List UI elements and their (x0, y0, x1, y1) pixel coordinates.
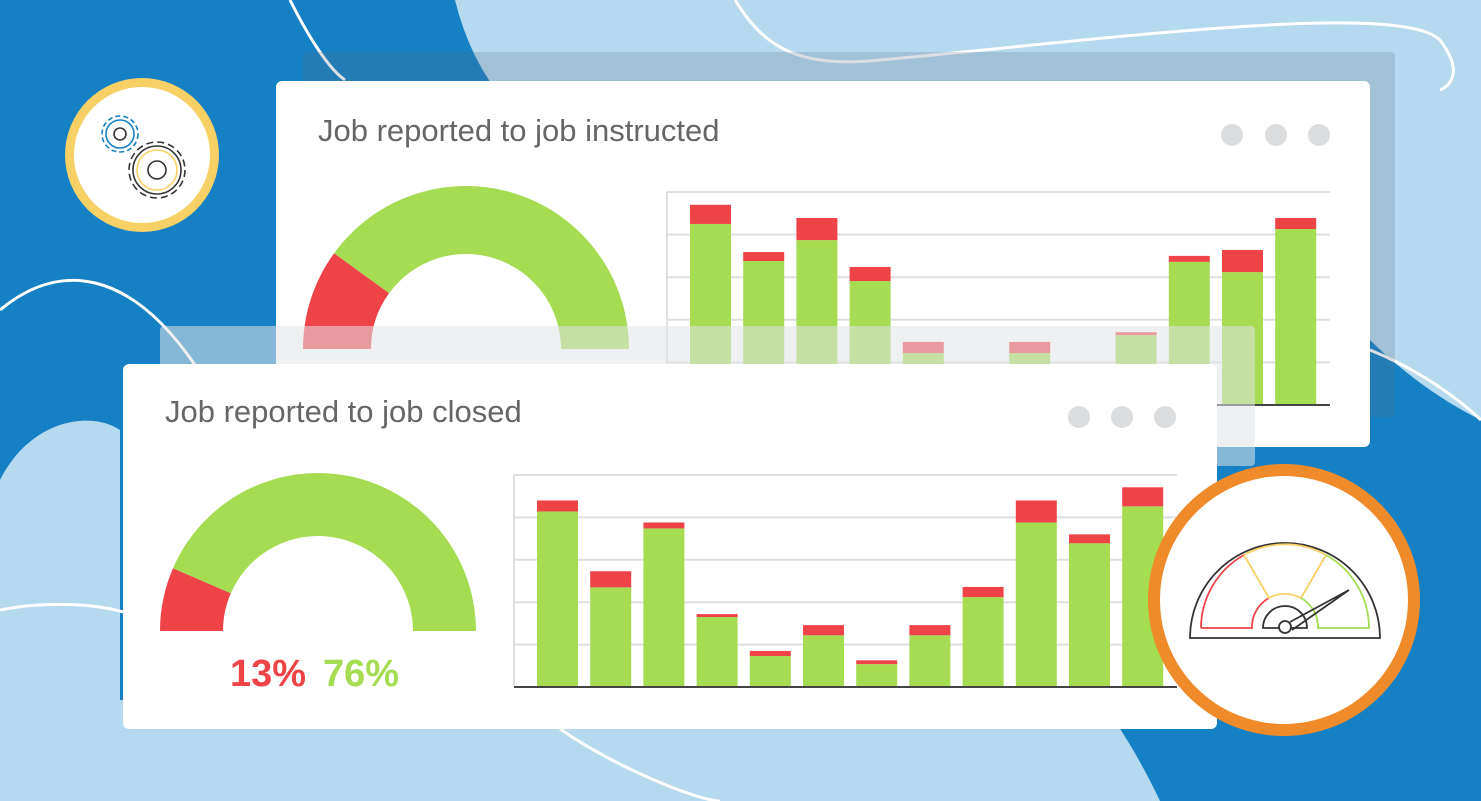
bg-line-1 (288, 0, 346, 82)
bar-late (1069, 534, 1110, 544)
card-job-closed: Job reported to job closed 13% 76% (123, 364, 1217, 729)
good-percent-label: 76% (323, 653, 399, 695)
gauge (160, 472, 477, 631)
bg-line-3 (733, 0, 1455, 92)
gauge (303, 186, 629, 349)
bar-late (1222, 249, 1263, 273)
three-dots-icon[interactable] (1068, 406, 1176, 428)
bg-line-6 (559, 727, 721, 801)
bar-late (696, 614, 738, 618)
bar-on-target (962, 597, 1004, 687)
bar-late (537, 500, 578, 512)
bar-late (690, 204, 731, 224)
bar-late (803, 625, 844, 636)
bar-on-target (749, 656, 791, 687)
bar-late (909, 625, 951, 636)
bar-on-target (1275, 229, 1317, 405)
bar-late (1275, 217, 1317, 230)
bad-percent-label: 13% (230, 653, 306, 695)
bg-blob-right (1370, 150, 1481, 420)
speedometer-icon (1148, 464, 1420, 736)
bar-on-target (803, 635, 844, 687)
gauge-good-segment (334, 186, 629, 349)
three-dots-icon[interactable] (1221, 124, 1330, 146)
bar-late (796, 217, 838, 241)
card-title: Job reported to job instructed (318, 113, 720, 148)
bar-chart (513, 474, 1177, 688)
bar-on-target (537, 511, 578, 687)
bar-late (1168, 255, 1210, 262)
bar-late (1122, 487, 1164, 507)
bar-on-target (1069, 543, 1110, 687)
bar-late (1015, 500, 1057, 523)
bar-on-target (909, 635, 951, 687)
bar-on-target (696, 617, 738, 687)
bar-late (962, 586, 1004, 598)
bg-line-4 (1369, 348, 1481, 422)
bar-late (849, 266, 891, 282)
bar-on-target (1015, 522, 1057, 687)
bar-late (856, 660, 898, 665)
gears-icon (65, 78, 219, 232)
bar-late (749, 650, 791, 657)
gauge-good-segment (172, 472, 477, 631)
gauge-bad-segment (160, 568, 231, 631)
bar-late (590, 571, 632, 588)
bar-on-target (856, 664, 898, 687)
bar-late (743, 252, 785, 262)
card-title: Job reported to job closed (165, 394, 522, 429)
gauge-bad-segment (303, 253, 390, 349)
bar-on-target (643, 528, 685, 687)
bar-on-target (590, 587, 632, 687)
bar-late (643, 522, 685, 529)
bg-line-5 (0, 602, 124, 614)
